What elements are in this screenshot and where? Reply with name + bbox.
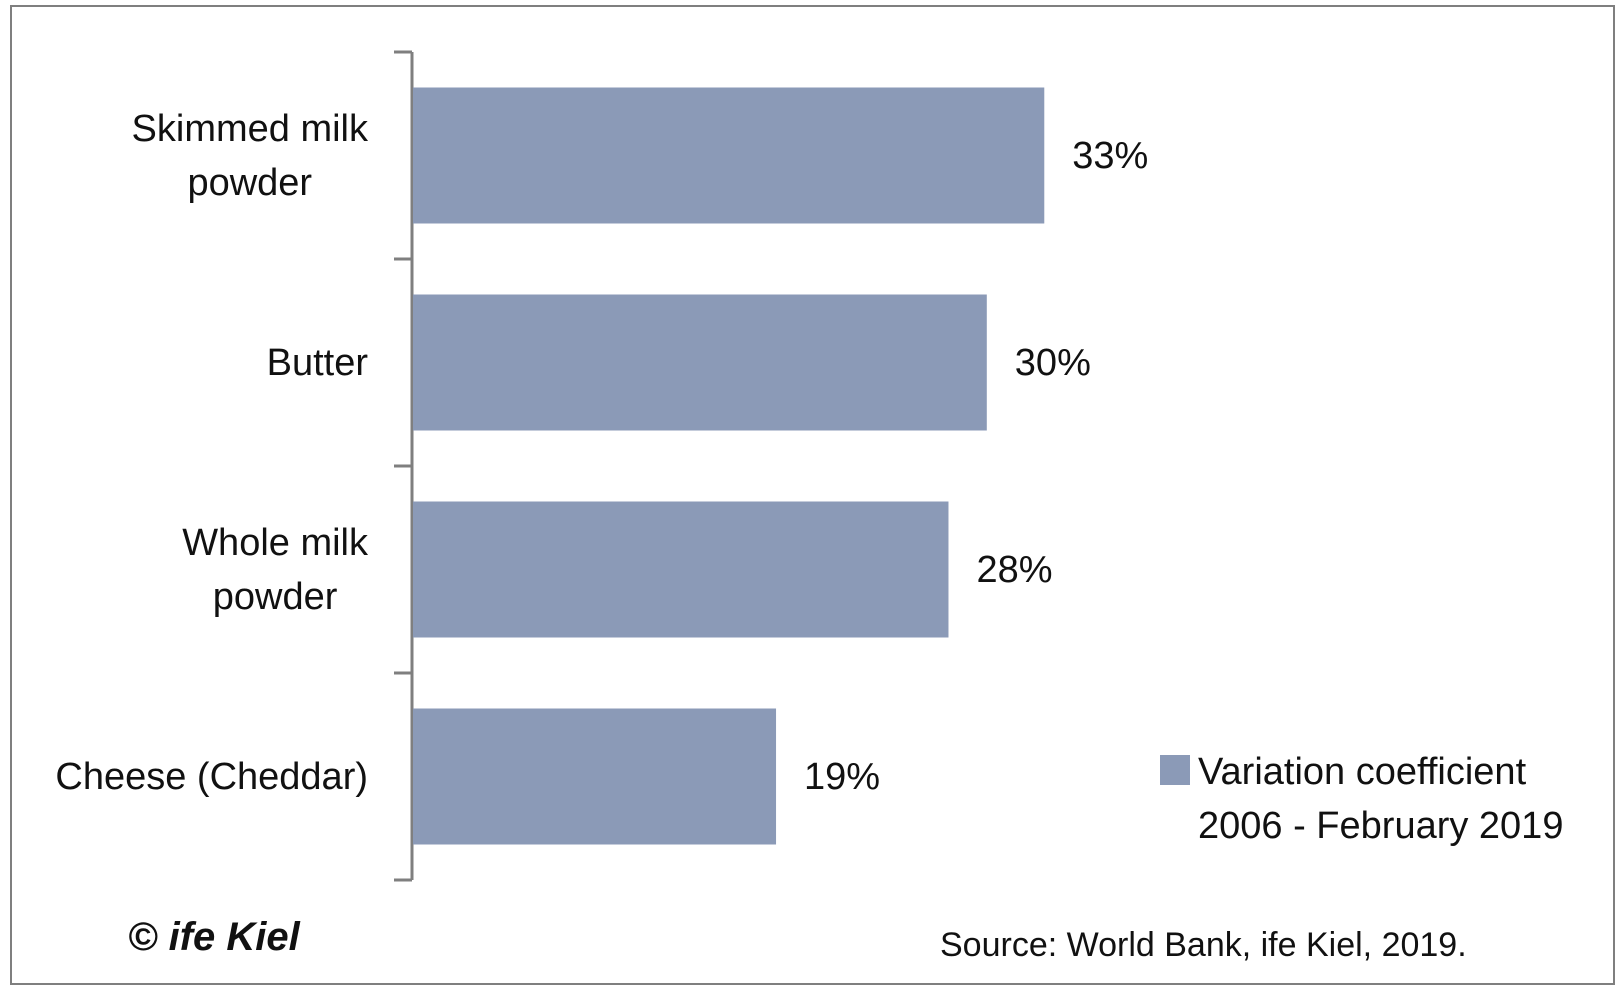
bar — [413, 501, 949, 638]
category-label-line: Skimmed milk — [131, 107, 368, 150]
category-label-line: Whole milk — [182, 521, 368, 564]
source-note: Source: World Bank, ife Kiel, 2019. — [940, 926, 1467, 964]
bar — [413, 87, 1045, 224]
bar — [413, 708, 777, 845]
data-label: 33% — [1072, 134, 1149, 177]
category-label: Whole milk powder — [182, 516, 368, 624]
data-label: 28% — [976, 548, 1053, 591]
data-label: 19% — [804, 755, 881, 798]
category-label-line: Cheese (Cheddar) — [55, 755, 368, 798]
category-label: Cheese (Cheddar) — [55, 750, 368, 804]
legend-line-1: Variation coefficient — [1198, 751, 1527, 793]
legend-text: Variation coefficient 2006 - February 20… — [1198, 745, 1608, 853]
category-label-line: Butter — [266, 341, 368, 384]
category-label: Butter — [267, 336, 368, 390]
category-label: Skimmed milk powder — [132, 102, 368, 210]
legend-line-2: 2006 - February 2019 — [1198, 805, 1564, 847]
category-label-line: powder — [212, 575, 338, 618]
bar — [413, 294, 987, 431]
copyright-notice: © ife Kiel — [128, 915, 300, 959]
category-label-line: powder — [187, 161, 313, 204]
data-label: 30% — [1014, 341, 1091, 384]
legend-swatch — [1160, 755, 1190, 785]
